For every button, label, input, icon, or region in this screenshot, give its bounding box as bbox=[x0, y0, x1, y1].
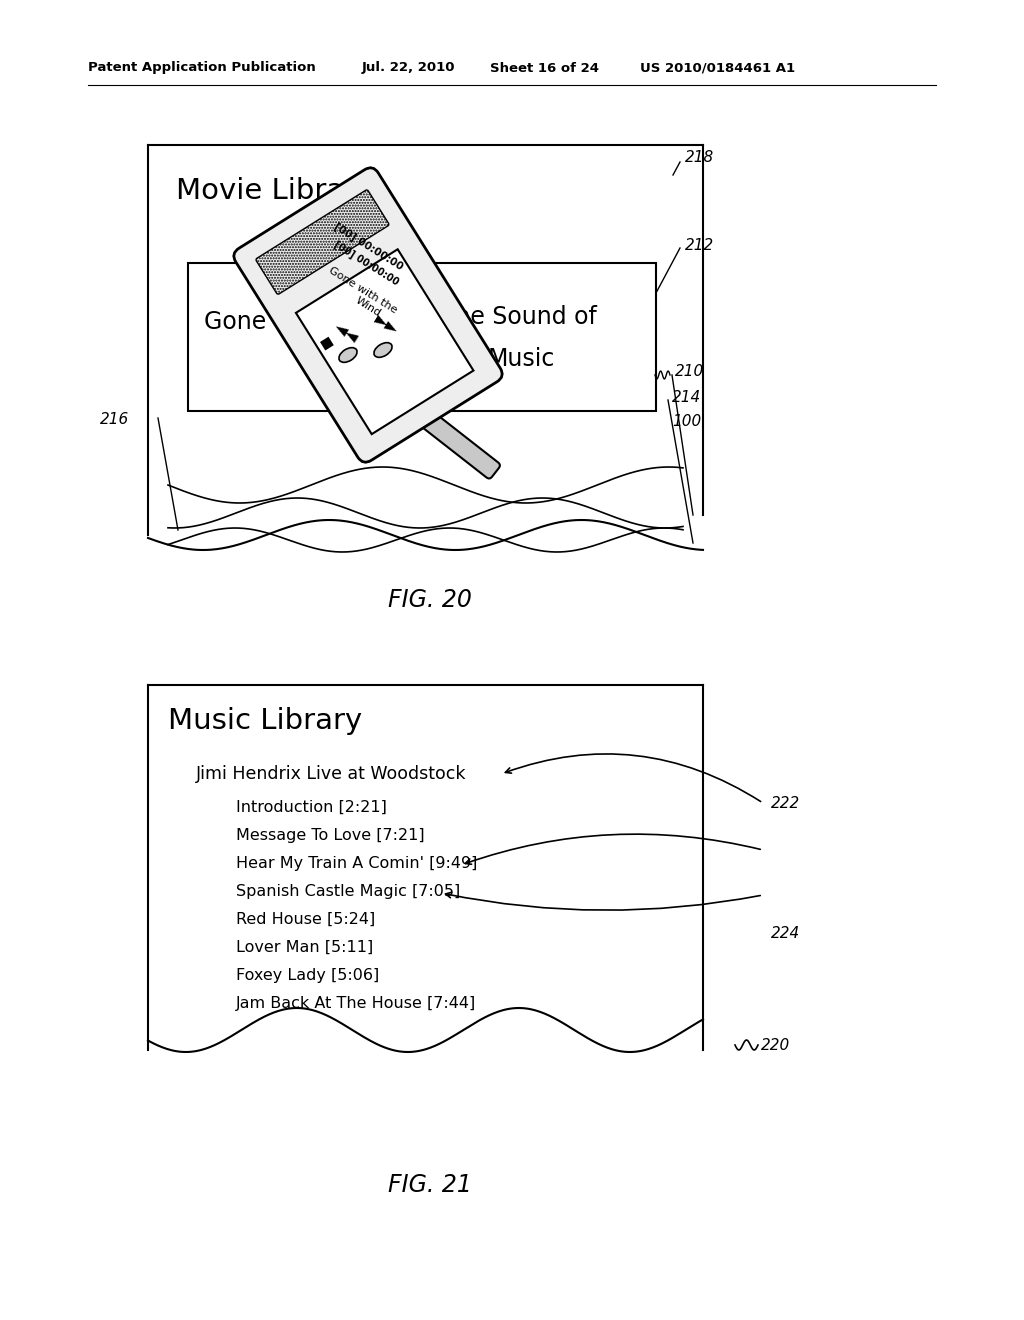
Text: FIG. 21: FIG. 21 bbox=[388, 1173, 472, 1197]
Text: Gone wit: Gone wit bbox=[204, 310, 309, 334]
Text: Foxey Lady [5:06]: Foxey Lady [5:06] bbox=[236, 968, 379, 983]
Text: 220: 220 bbox=[761, 1038, 791, 1052]
FancyBboxPatch shape bbox=[296, 249, 473, 434]
Text: FIG. 20: FIG. 20 bbox=[388, 587, 472, 612]
Bar bbox=[188, 263, 656, 411]
Text: Wind: Wind bbox=[353, 296, 383, 318]
Text: 210: 210 bbox=[675, 364, 705, 380]
Text: Sheet 16 of 24: Sheet 16 of 24 bbox=[490, 62, 599, 74]
FancyBboxPatch shape bbox=[233, 168, 502, 462]
Text: 222: 222 bbox=[771, 796, 800, 810]
FancyBboxPatch shape bbox=[347, 354, 500, 479]
Text: [00] 00:00:00: [00] 00:00:00 bbox=[332, 239, 400, 286]
Bar bbox=[319, 337, 334, 351]
Text: Lover Man [5:11]: Lover Man [5:11] bbox=[236, 940, 374, 954]
Text: Music: Music bbox=[488, 347, 555, 371]
Text: 224: 224 bbox=[771, 925, 800, 940]
Text: Red House [5:24]: Red House [5:24] bbox=[236, 912, 375, 927]
Text: Jimi Hendrix Live at Woodstock: Jimi Hendrix Live at Woodstock bbox=[196, 766, 467, 783]
Text: 218: 218 bbox=[685, 150, 715, 165]
Text: Hear My Train A Comin' [9:49]: Hear My Train A Comin' [9:49] bbox=[236, 855, 477, 871]
Ellipse shape bbox=[339, 347, 357, 363]
Text: Patent Application Publication: Patent Application Publication bbox=[88, 62, 315, 74]
Text: 100: 100 bbox=[672, 414, 701, 429]
Text: Gone with the: Gone with the bbox=[327, 265, 399, 315]
Text: 216: 216 bbox=[100, 412, 129, 428]
Text: US 2010/0184461 A1: US 2010/0184461 A1 bbox=[640, 62, 795, 74]
Text: ◄◄: ◄◄ bbox=[331, 318, 361, 347]
Text: Movie Library: Movie Library bbox=[176, 177, 374, 205]
Ellipse shape bbox=[374, 343, 392, 358]
Text: 214: 214 bbox=[672, 389, 701, 404]
Text: 212: 212 bbox=[685, 238, 715, 252]
Text: Spanish Castle Magic [7:05]: Spanish Castle Magic [7:05] bbox=[236, 884, 460, 899]
Text: Introduction [2:21]: Introduction [2:21] bbox=[236, 800, 387, 814]
Text: Jam Back At The House [7:44]: Jam Back At The House [7:44] bbox=[236, 997, 476, 1011]
Text: ►►: ►► bbox=[371, 310, 401, 339]
Text: Message To Love [7:21]: Message To Love [7:21] bbox=[236, 828, 425, 843]
Text: [00] 00:00:00: [00] 00:00:00 bbox=[332, 222, 404, 272]
Text: the Sound of: the Sound of bbox=[446, 305, 597, 329]
Text: Music Library: Music Library bbox=[168, 708, 362, 735]
Text: Jul. 22, 2010: Jul. 22, 2010 bbox=[362, 62, 456, 74]
